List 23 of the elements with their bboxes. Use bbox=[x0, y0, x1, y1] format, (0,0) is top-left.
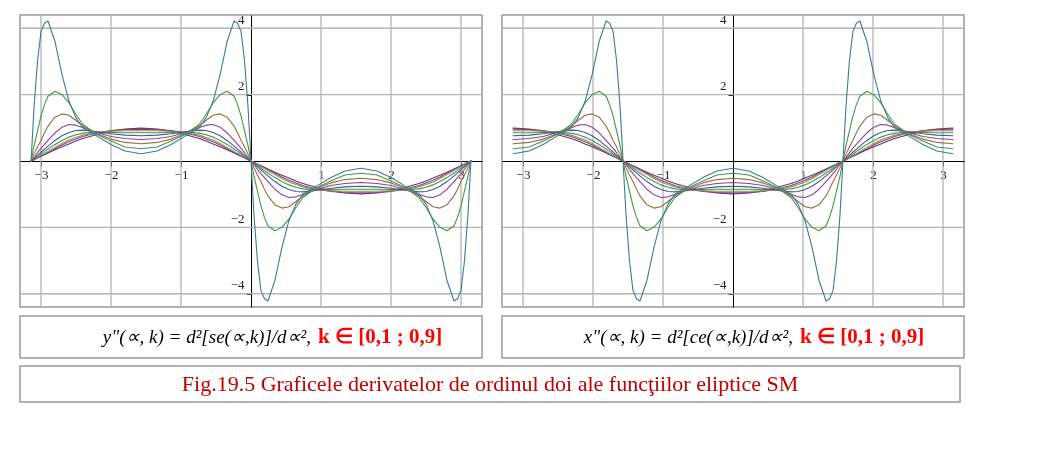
x-tick-label: −1 bbox=[656, 166, 671, 182]
text: y"(∝, k) = d²[se(∝,k)]/d∝², bbox=[100, 326, 312, 348]
text: k ∈ [0,1 ; 0,9] bbox=[317, 324, 443, 348]
x-tick-label: −2 bbox=[586, 166, 601, 182]
y-tick-label: 4 bbox=[238, 11, 245, 27]
caption: Fig.19.5 Graficele derivatelor de ordinul doi ale funcţiilor eliptice SM bbox=[181, 371, 799, 396]
y-tick-label: −2 bbox=[712, 210, 727, 226]
y-tick-label: 2 bbox=[720, 78, 727, 94]
y-tick-label: −4 bbox=[712, 277, 727, 293]
x-tick-label: 1 bbox=[318, 166, 325, 182]
x-tick-label: 1 bbox=[800, 166, 807, 182]
x-tick-label: 2 bbox=[870, 166, 877, 182]
x-tick-label: −2 bbox=[104, 166, 119, 182]
text: k ∈ [0,1 ; 0,9] bbox=[799, 324, 925, 348]
y-tick-label: 2 bbox=[238, 78, 245, 94]
y-tick-label: 4 bbox=[720, 11, 727, 27]
x-tick-label: −3 bbox=[34, 166, 49, 182]
text: x"(∝, k) = d²[ce(∝,k)]/d∝², bbox=[582, 326, 794, 348]
y-tick-label: −4 bbox=[230, 277, 245, 293]
y-tick-label: −2 bbox=[230, 210, 245, 226]
x-tick-label: 3 bbox=[940, 166, 947, 182]
x-tick-label: −3 bbox=[516, 166, 531, 182]
x-tick-label: −1 bbox=[174, 166, 189, 182]
